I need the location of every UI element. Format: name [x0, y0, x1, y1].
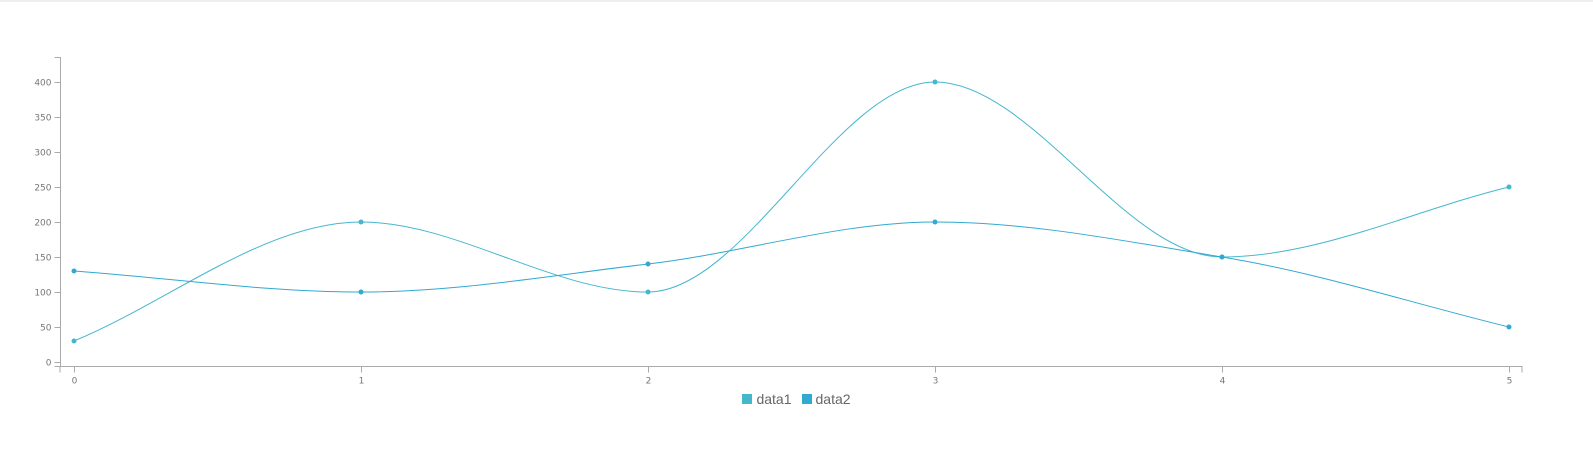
legend-swatch — [742, 394, 753, 404]
data1-point[interactable] — [932, 79, 938, 85]
x-tick-label: 2 — [646, 377, 652, 387]
series-data2 — [71, 219, 1512, 330]
data2-point[interactable] — [645, 261, 651, 267]
data1-point[interactable] — [358, 219, 364, 225]
data2-point[interactable] — [1219, 254, 1225, 260]
line-chart: 0 50 100 150 200 250 300 350 400 0 1 2 3 4 5 — [34, 57, 1523, 387]
y-axis: 0 50 100 150 200 250 300 350 400 — [34, 57, 61, 369]
y-tick-label: 350 — [34, 114, 51, 124]
x-tick-label: 1 — [359, 377, 365, 387]
x-tick-label: 0 — [72, 377, 78, 387]
y-tick-label: 100 — [34, 289, 51, 299]
y-tick-label: 150 — [34, 254, 51, 264]
legend-swatch — [801, 394, 812, 404]
y-tick-label: 400 — [34, 79, 51, 89]
y-tick-label: 300 — [34, 149, 51, 159]
data1-point[interactable] — [71, 338, 77, 344]
y-tick-label: 200 — [34, 219, 51, 229]
y-tick-label: 0 — [46, 359, 52, 369]
x-axis: 0 1 2 3 4 5 — [59, 366, 1523, 387]
x-tick-label: 3 — [933, 377, 939, 387]
series-layer — [71, 79, 1512, 344]
x-tick-label: 4 — [1220, 377, 1226, 387]
y-axis-line — [54, 57, 61, 367]
data2-point[interactable] — [1506, 324, 1512, 330]
data1-point[interactable] — [645, 289, 651, 295]
x-axis-line — [59, 366, 1523, 373]
series-data1 — [71, 79, 1512, 344]
legend-item-data1[interactable]: data1 — [742, 391, 792, 407]
y-tick-label: 250 — [34, 184, 51, 194]
legend-label: data1 — [756, 391, 792, 407]
y-tick-label: 50 — [40, 324, 52, 334]
legend-item-data2[interactable]: data2 — [801, 391, 851, 407]
top-divider — [0, 0, 1593, 2]
x-tick-label: 5 — [1507, 377, 1513, 387]
legend: data1 data2 — [0, 391, 1593, 407]
data1-point[interactable] — [1506, 184, 1512, 190]
data2-line — [73, 221, 1510, 328]
data2-point[interactable] — [358, 289, 364, 295]
data2-point[interactable] — [932, 219, 938, 225]
data2-point[interactable] — [71, 268, 77, 274]
data1-line — [73, 81, 1510, 342]
legend-label: data2 — [815, 391, 851, 407]
